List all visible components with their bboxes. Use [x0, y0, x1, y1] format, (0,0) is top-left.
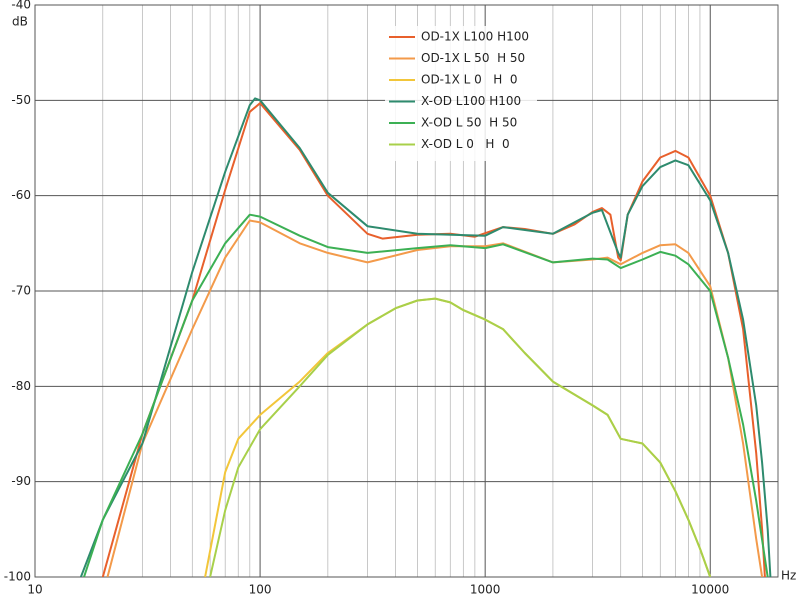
y-tick-label: -40 [11, 0, 31, 12]
legend-box [385, 26, 537, 161]
x-tick-label: 100 [249, 583, 272, 597]
y-tick-label: -50 [11, 93, 31, 107]
legend-label: X-OD L100 H100 [421, 94, 521, 108]
legend-label: X-OD L 0 H 0 [421, 137, 510, 151]
x-tick-label: 10 [27, 583, 42, 597]
legend-label: OD-1X L100 H100 [421, 30, 529, 44]
y-axis-label: dB [12, 15, 28, 29]
legend-label: X-OD L 50 H 50 [421, 116, 517, 130]
y-tick-label: -100 [4, 570, 31, 584]
y-tick-label: -90 [11, 474, 31, 488]
x-tick-label: 1000 [470, 583, 501, 597]
y-tick-label: -80 [11, 379, 31, 393]
series-line [209, 297, 712, 577]
series-line [83, 213, 769, 577]
legend-label: OD-1X L 0 H 0 [421, 73, 518, 87]
x-axis-label: Hz [781, 569, 796, 583]
legend-label: OD-1X L 50 H 50 [421, 51, 525, 65]
y-tick-label: -70 [11, 284, 31, 298]
x-tick-label: 10000 [691, 583, 729, 597]
series-line [79, 97, 772, 577]
y-tick-label: -60 [11, 188, 31, 202]
series-line [101, 102, 766, 577]
